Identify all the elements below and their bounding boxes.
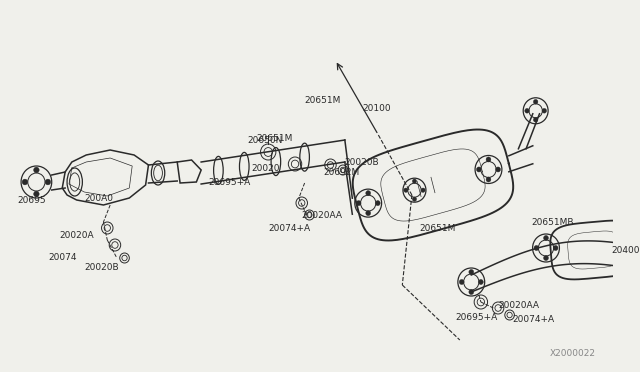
Circle shape: [45, 179, 51, 185]
Text: 20074: 20074: [48, 253, 76, 263]
Circle shape: [533, 99, 538, 104]
Text: 20692M: 20692M: [324, 167, 360, 176]
Circle shape: [542, 108, 547, 113]
Text: 20020: 20020: [251, 164, 280, 173]
Circle shape: [412, 179, 417, 183]
Text: 20695: 20695: [17, 196, 46, 205]
Text: 20100: 20100: [362, 103, 390, 112]
Text: 20695+A: 20695+A: [455, 314, 497, 323]
Circle shape: [486, 157, 491, 162]
Circle shape: [469, 269, 474, 275]
Circle shape: [356, 201, 361, 206]
Text: 20400: 20400: [611, 246, 639, 254]
Circle shape: [34, 191, 39, 197]
Text: X2000022: X2000022: [550, 349, 596, 358]
Text: 20695+A: 20695+A: [209, 177, 251, 186]
Circle shape: [421, 188, 425, 192]
Circle shape: [469, 289, 474, 295]
Text: 20651M: 20651M: [420, 224, 456, 232]
Text: 20020A: 20020A: [60, 231, 94, 240]
Text: 20650N: 20650N: [247, 135, 282, 144]
Circle shape: [404, 188, 408, 192]
Circle shape: [543, 235, 548, 241]
Circle shape: [22, 179, 28, 185]
Text: 20020B: 20020B: [84, 263, 119, 273]
Circle shape: [477, 167, 481, 172]
Text: 200A0: 200A0: [84, 193, 113, 202]
Text: 20020B: 20020B: [345, 157, 380, 167]
Text: 20020AA: 20020AA: [498, 301, 539, 310]
Circle shape: [366, 211, 371, 216]
Text: 20651M: 20651M: [257, 134, 293, 142]
Text: 20074+A: 20074+A: [513, 315, 555, 324]
Circle shape: [34, 167, 39, 173]
Circle shape: [525, 108, 529, 113]
Circle shape: [460, 279, 464, 285]
Circle shape: [533, 118, 538, 122]
Text: 20651M: 20651M: [305, 96, 341, 105]
Text: 20074+A: 20074+A: [268, 224, 310, 232]
Circle shape: [412, 197, 417, 201]
Circle shape: [534, 246, 539, 250]
Circle shape: [495, 167, 500, 172]
Circle shape: [553, 246, 558, 250]
Text: 20020AA: 20020AA: [301, 211, 343, 219]
Text: 20651MB: 20651MB: [532, 218, 574, 227]
Circle shape: [543, 256, 548, 260]
Circle shape: [366, 190, 371, 196]
Circle shape: [479, 279, 483, 285]
Circle shape: [486, 177, 491, 182]
Circle shape: [376, 201, 380, 206]
